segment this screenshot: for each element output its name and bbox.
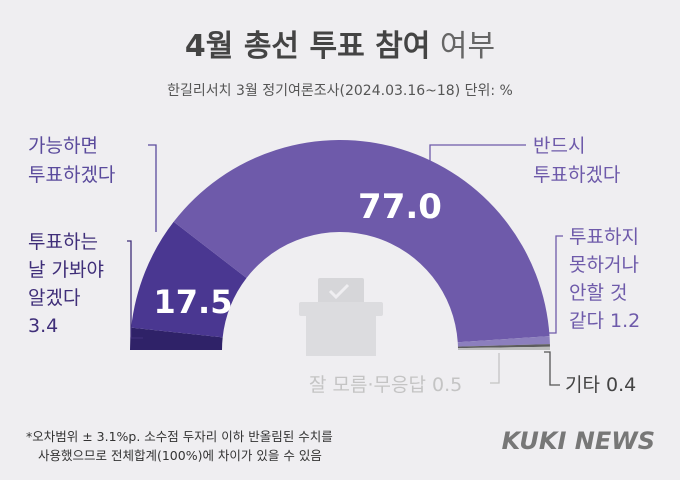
slice-cannot xyxy=(457,336,550,347)
leader-line-cannot xyxy=(547,235,563,334)
slice-other xyxy=(457,344,550,349)
label-other: 기타 0.4 xyxy=(565,374,636,396)
label-undecided: 투표하는 날 가봐야 알겠다 3.4 xyxy=(28,231,110,337)
leader-line-undecided xyxy=(127,240,143,339)
label-probably: 가능하면 투표하겠다 xyxy=(28,135,115,186)
title-light: 여부 xyxy=(430,29,495,64)
slice-undecided xyxy=(130,327,223,350)
leader-line-probably xyxy=(148,144,157,232)
title-bold: 4월 총선 투표 참여 xyxy=(185,29,430,64)
slice-dontknow xyxy=(457,346,550,350)
value-label-probably: 17.5 xyxy=(154,283,233,321)
leader-lines xyxy=(127,144,563,386)
value-label-definitely: 77.0 xyxy=(358,187,442,227)
slice-definitely xyxy=(173,139,550,343)
leader-line-other xyxy=(544,351,560,386)
brand-logo: KUKI NEWS xyxy=(502,427,655,455)
chart-title: 4월 총선 투표 참여 여부 xyxy=(185,29,495,64)
label-definitely: 반드시 투표하겠다 xyxy=(533,135,620,186)
footnote-line-2: 사용했으므로 전체합계(100%)에 차이가 있을 수 있음 xyxy=(38,448,322,463)
label-dontknow: 잘 모름·무응답 0.5 xyxy=(309,374,462,396)
leader-line-dontknow xyxy=(490,353,500,384)
leader-line-definitely xyxy=(429,144,526,166)
ballot-box-icon xyxy=(299,278,383,356)
footnote-line-1: *오차범위 ± 3.1%p. 소수점 두자리 이하 반올림된 수치를 xyxy=(26,429,333,444)
chart-subtitle: 한길리서치 3월 정기여론조사(2024.03.16~18) 단위: % xyxy=(167,83,513,99)
donut-slices xyxy=(130,139,550,350)
slice-probably xyxy=(131,221,247,338)
label-cannot: 투표하지 못하거나 안할 것 같다 1.2 xyxy=(569,226,645,332)
